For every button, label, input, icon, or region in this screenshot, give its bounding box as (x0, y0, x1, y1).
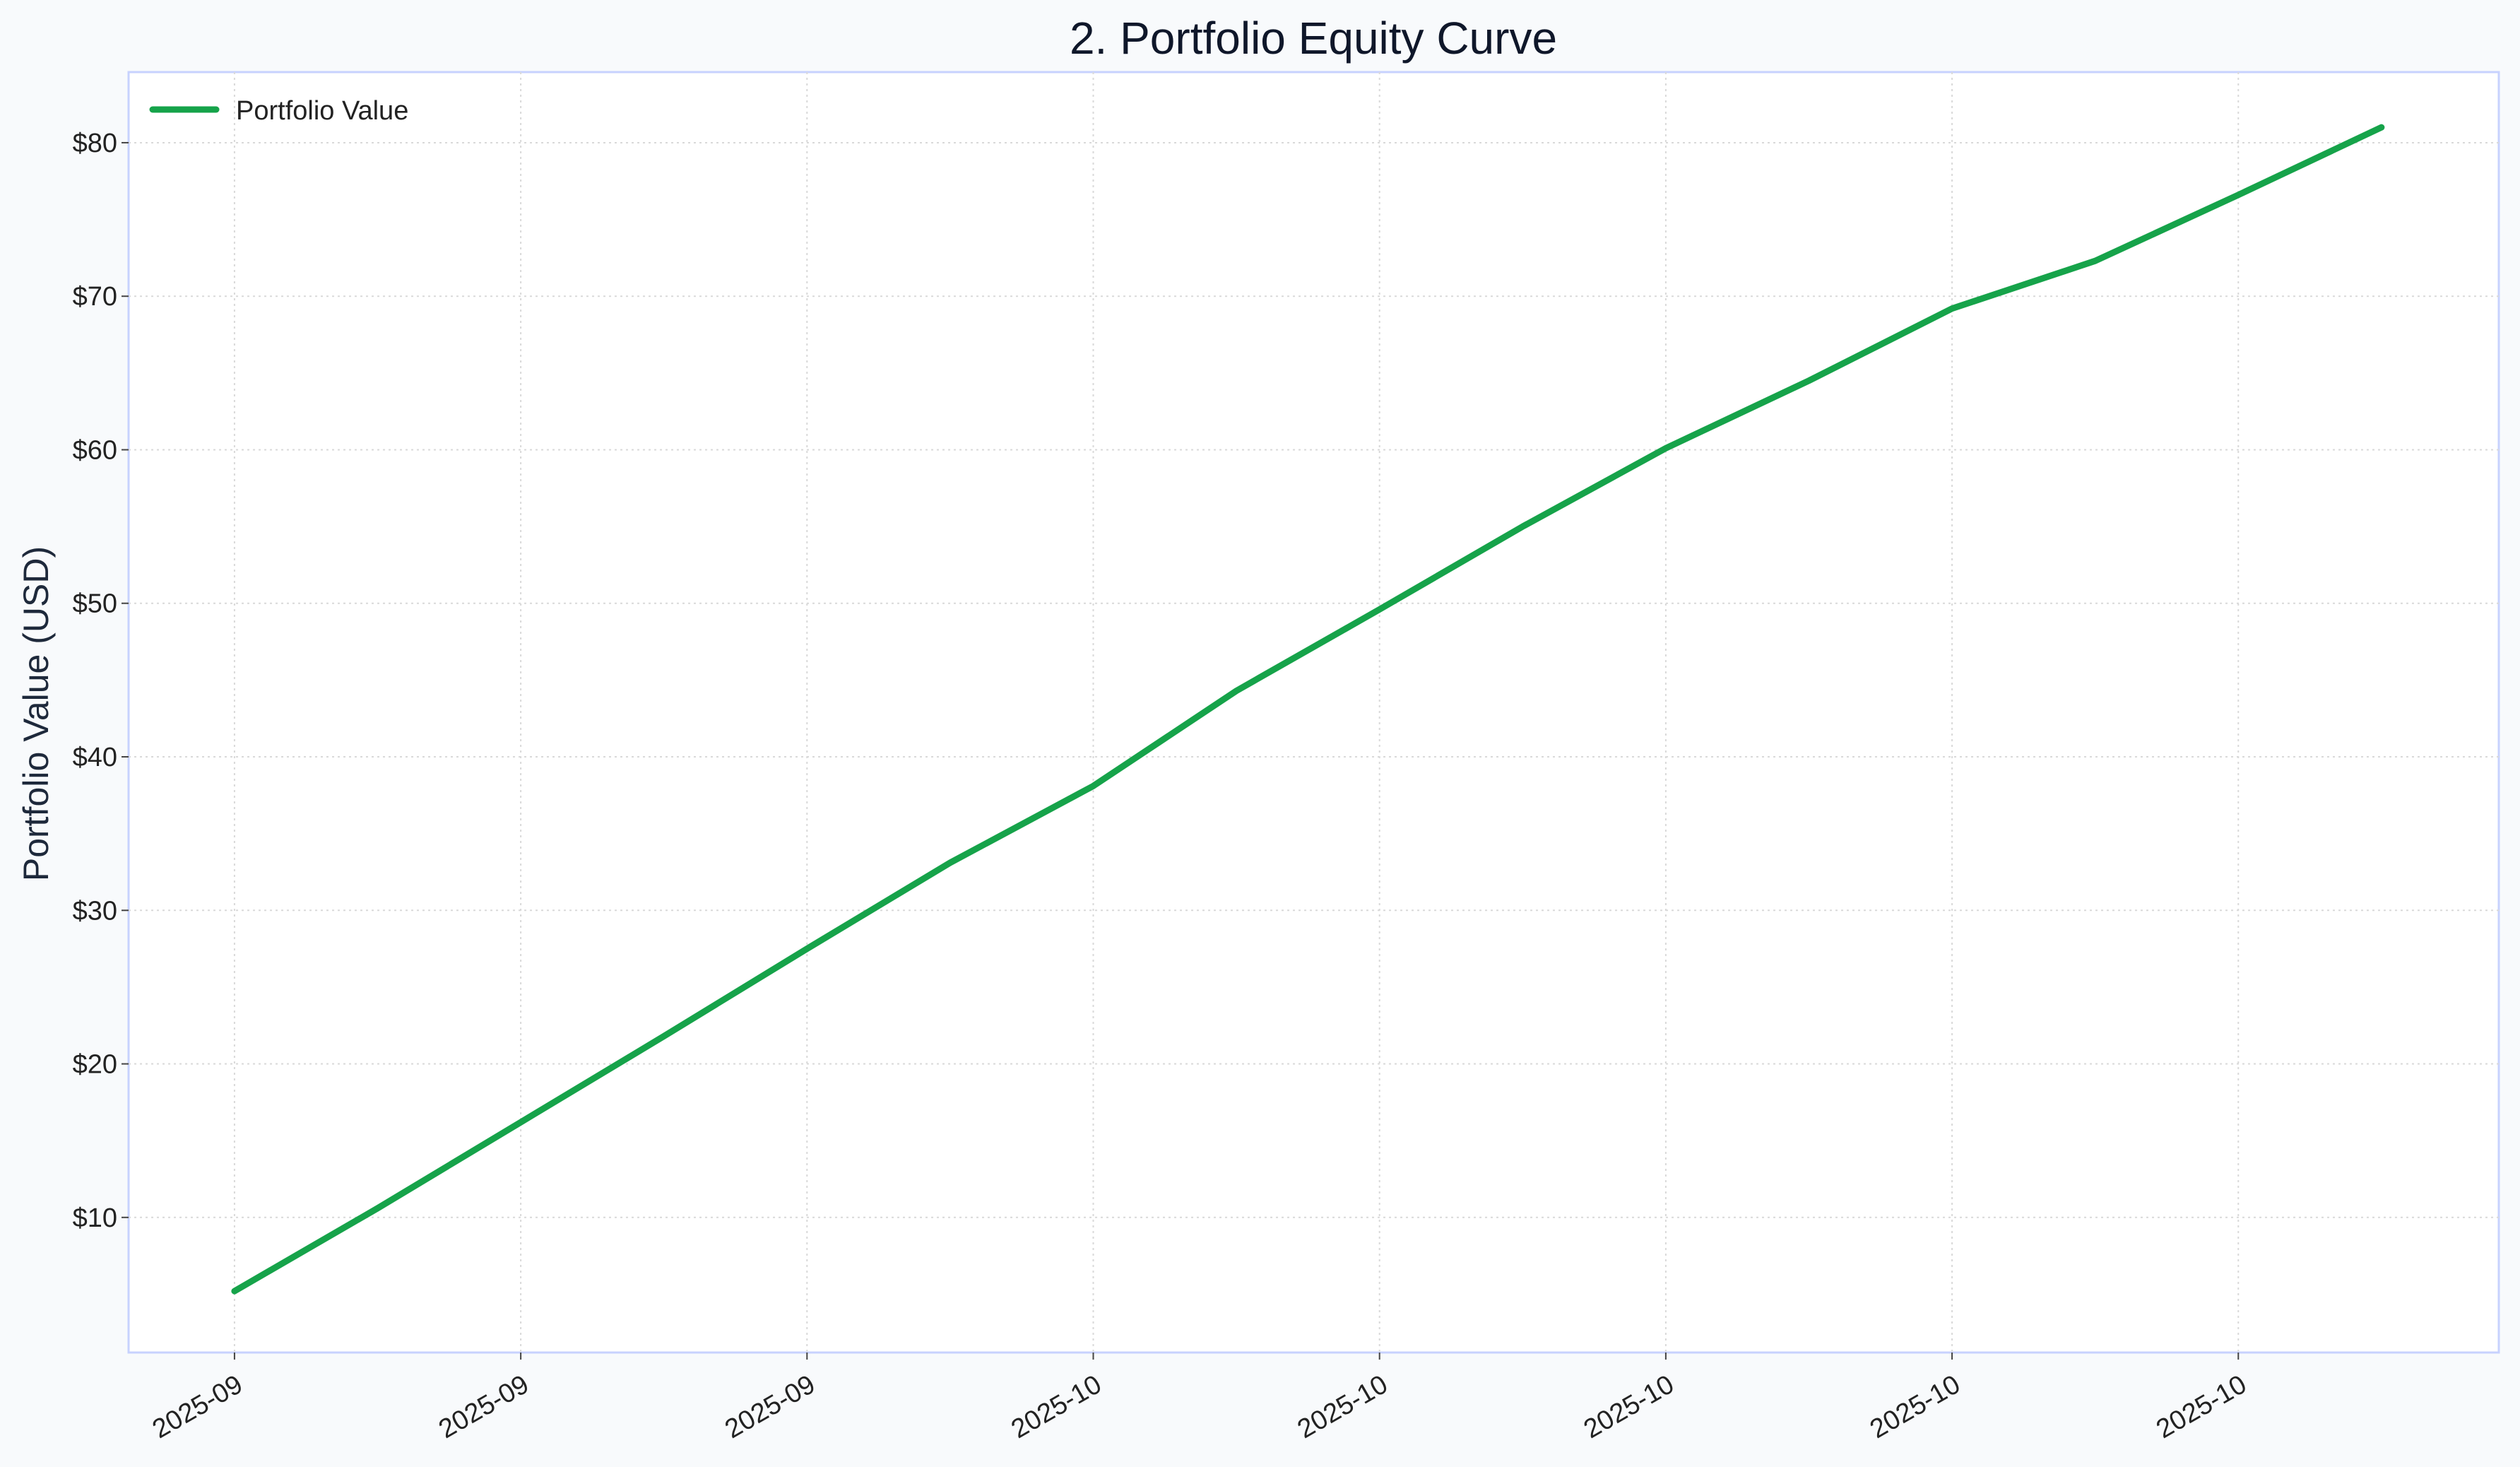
series-line-portfolio-value (231, 124, 2385, 1295)
y-tick-label: $70 (73, 282, 117, 312)
plot-area (127, 71, 2500, 1354)
y-tick-label: $10 (73, 1203, 117, 1233)
y-tick-label: $20 (73, 1050, 117, 1080)
y-tick-label: $50 (73, 589, 117, 619)
y-tick-label: $40 (73, 743, 117, 772)
y-tick-label: $30 (73, 896, 117, 926)
y-tick-label: $60 (73, 435, 117, 465)
y-tick-label: $80 (73, 129, 117, 158)
legend: Portfolio Value (149, 96, 408, 126)
y-axis-label: Portfolio Value (USD) (16, 546, 56, 881)
y-axis-ticks: $10 $20 $30 $40 $50 $60 $70 $80 (73, 129, 129, 1233)
chart-title: 2. Portfolio Equity Curve (1070, 13, 1557, 64)
series-layer (231, 124, 2385, 1295)
grid-lines (129, 72, 2499, 1353)
legend-label-portfolio-value: Portfolio Value (236, 96, 408, 126)
